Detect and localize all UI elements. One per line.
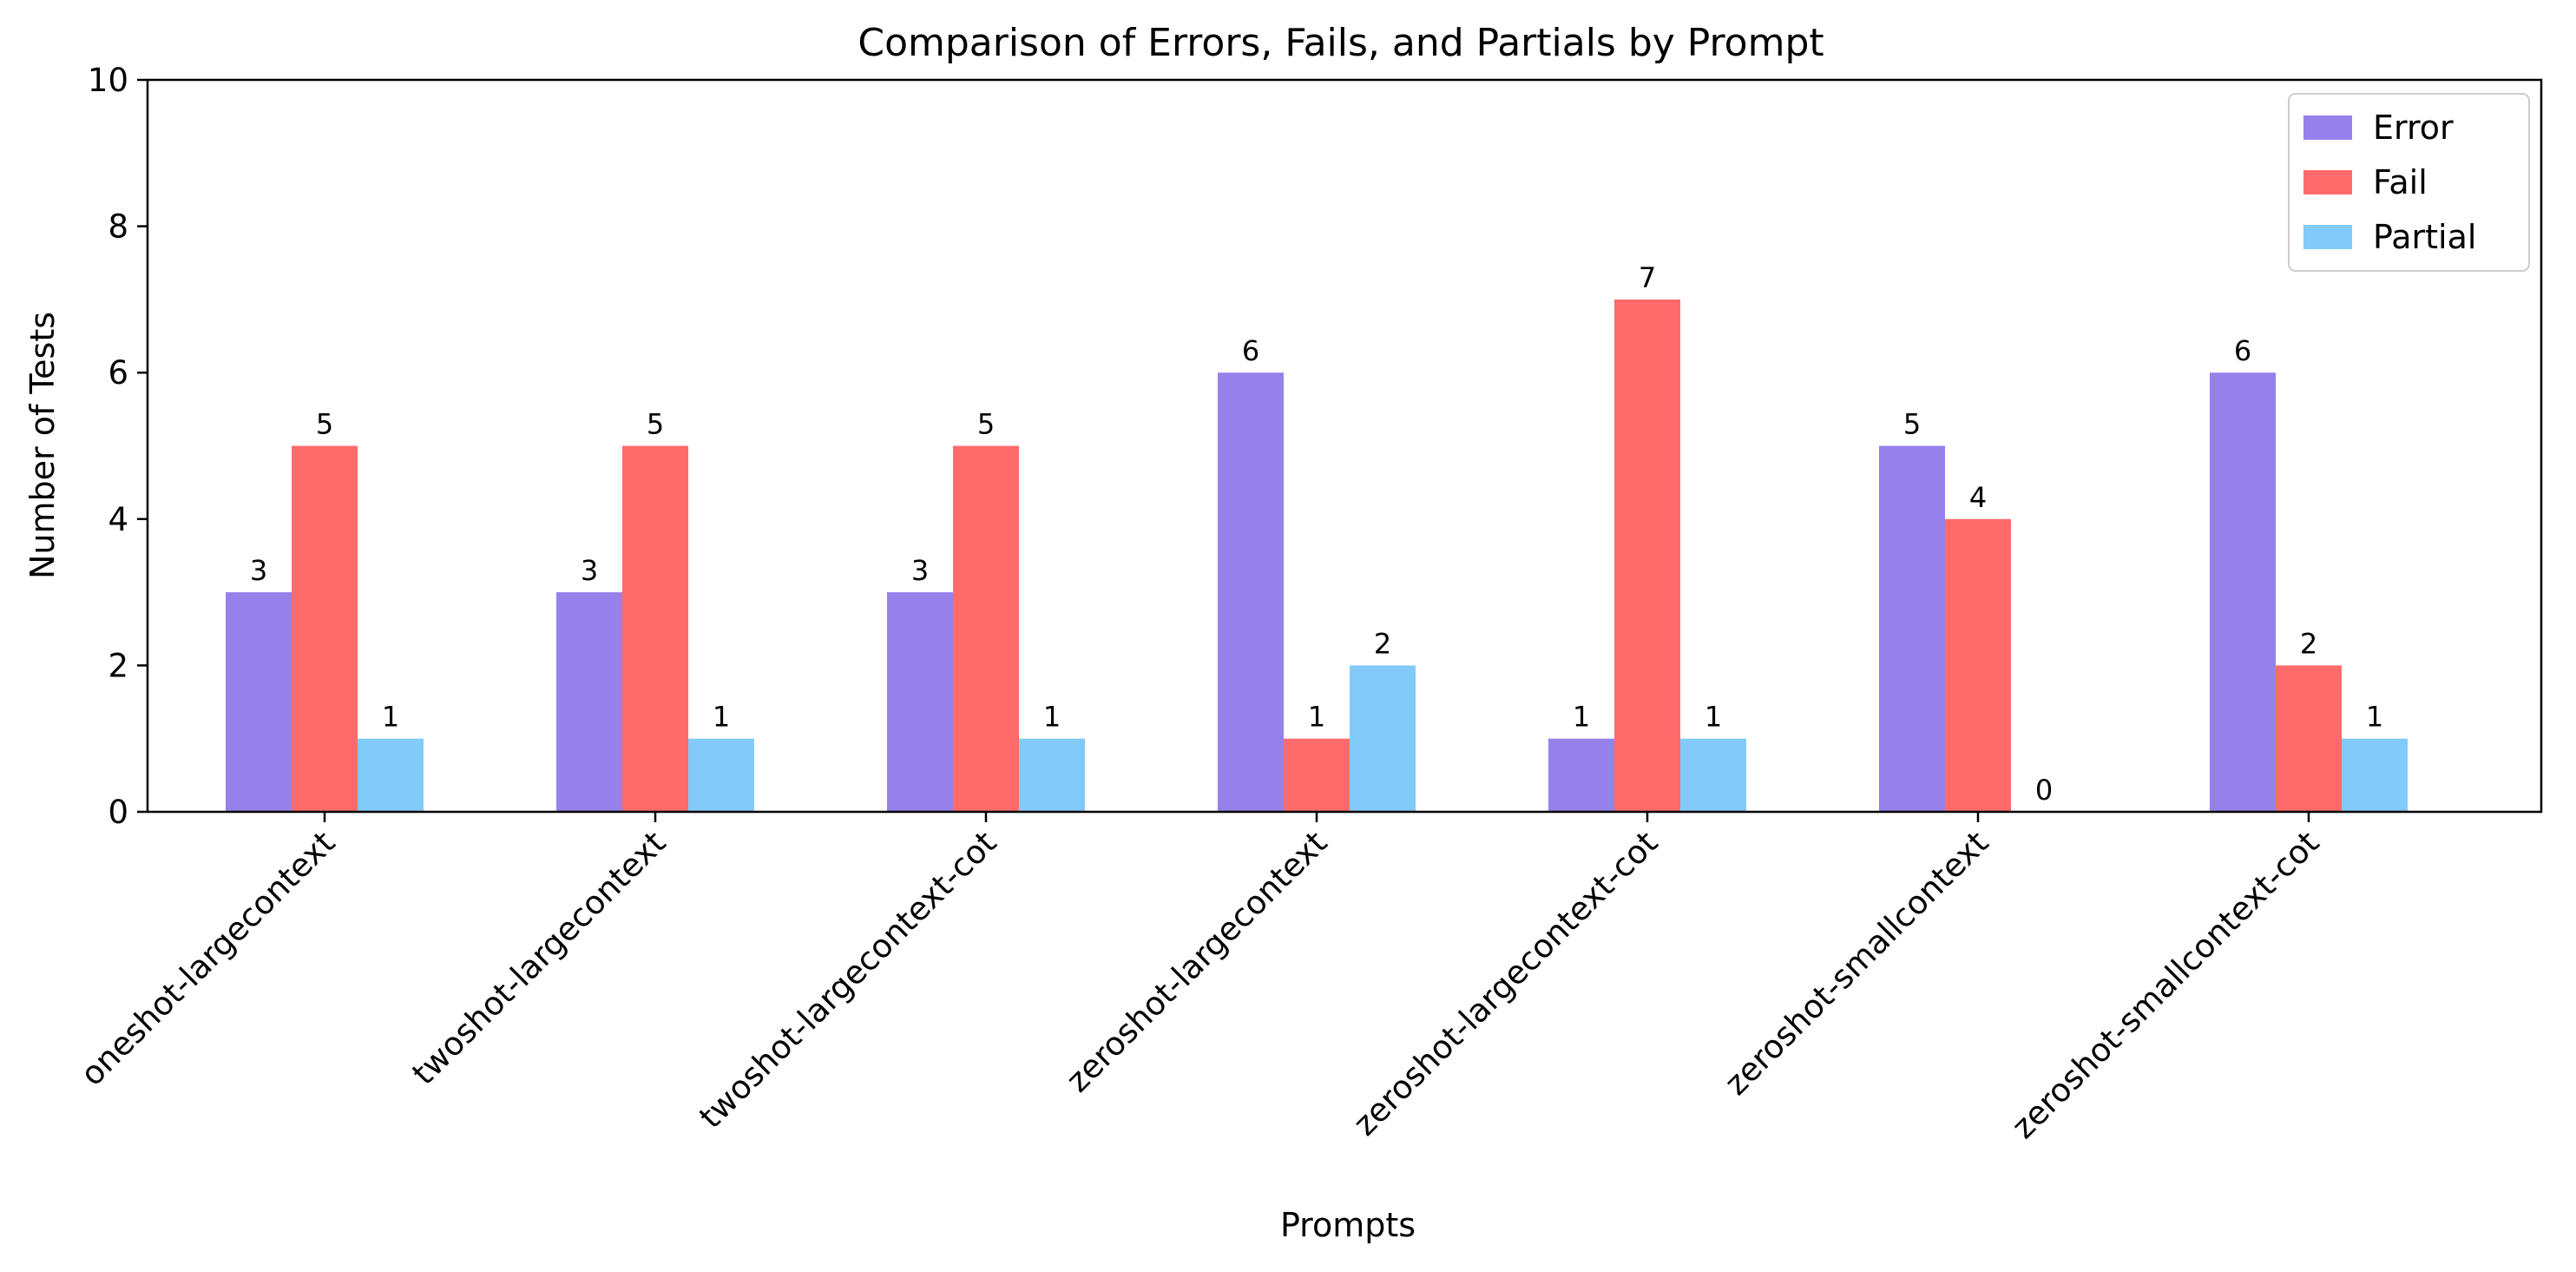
bar-fail-oneshot-largecontext: [292, 445, 358, 812]
plot-area-frame: [146, 78, 2543, 814]
data-label-partial-zeroshot-smallcontext: 0: [2035, 774, 2053, 807]
data-label-error-zeroshot-smallcontext-cot: 6: [2234, 334, 2251, 367]
bar-fail-twoshot-largecontext: [622, 445, 688, 812]
y-tick-label: 8: [108, 208, 128, 246]
bars-group: [226, 299, 2408, 812]
legend-swatch-fail: [2303, 170, 2352, 194]
data-label-error-oneshot-largecontext: 3: [250, 554, 267, 587]
y-axis-label: Number of Tests: [23, 312, 62, 579]
data-label-partial-zeroshot-largecontext-cot: 1: [1705, 701, 1722, 734]
bar-fail-twoshot-largecontext-cot: [953, 445, 1019, 812]
data-label-partial-twoshot-largecontext-cot: 1: [1043, 701, 1061, 734]
bar-partial-zeroshot-largecontext: [1350, 665, 1416, 812]
data-label-fail-oneshot-largecontext: 5: [316, 408, 333, 441]
data-label-fail-zeroshot-smallcontext: 4: [1969, 481, 1987, 514]
y-tick-label: 4: [108, 501, 128, 538]
data-label-error-zeroshot-largecontext: 6: [1242, 334, 1259, 367]
bar-partial-zeroshot-largecontext-cot: [1680, 738, 1746, 812]
bar-fail-zeroshot-smallcontext: [1945, 518, 2011, 812]
bar-error-zeroshot-smallcontext-cot: [2210, 372, 2276, 812]
data-label-error-twoshot-largecontext-cot: 3: [911, 554, 929, 587]
bar-fail-zeroshot-largecontext: [1284, 738, 1350, 812]
data-label-partial-oneshot-largecontext: 1: [382, 701, 399, 734]
bar-error-twoshot-largecontext: [556, 592, 622, 812]
data-label-error-zeroshot-smallcontext: 5: [1903, 408, 1921, 441]
bar-fail-zeroshot-largecontext-cot: [1614, 299, 1680, 812]
data-label-partial-zeroshot-largecontext: 2: [1374, 627, 1391, 660]
bar-partial-twoshot-largecontext-cot: [1019, 738, 1085, 812]
legend-swatch-partial: [2303, 225, 2352, 249]
legend-label-partial: Partial: [2373, 218, 2476, 256]
value-labels-group: 3 3 3 6 1 5 6 5 5 5 1 7 4 2 1 1 1 2 1 0 1: [250, 261, 2383, 807]
y-axis: 0 2 4 6 8 10: [88, 62, 148, 831]
data-label-fail-zeroshot-largecontext-cot: 7: [1639, 261, 1656, 294]
legend-label-fail: Fail: [2373, 163, 2428, 201]
x-axis-label: Prompts: [1280, 1206, 1416, 1244]
bar-error-zeroshot-largecontext: [1218, 372, 1284, 812]
data-label-fail-zeroshot-largecontext: 1: [1308, 701, 1325, 734]
data-label-error-twoshot-largecontext: 3: [581, 554, 598, 587]
data-label-partial-zeroshot-smallcontext-cot: 1: [2366, 701, 2383, 734]
bar-error-twoshot-largecontext-cot: [887, 592, 953, 812]
bar-partial-zeroshot-smallcontext-cot: [2342, 738, 2408, 812]
data-label-error-zeroshot-largecontext-cot: 1: [1573, 701, 1590, 734]
bar-partial-twoshot-largecontext: [688, 738, 754, 812]
y-tick-label: 0: [108, 794, 128, 831]
y-tick-label: 6: [108, 354, 128, 392]
data-label-fail-twoshot-largecontext: 5: [647, 408, 664, 441]
bar-partial-oneshot-largecontext: [358, 738, 424, 812]
data-label-partial-twoshot-largecontext: 1: [713, 701, 730, 734]
y-tick-label: 2: [108, 647, 128, 684]
bar-error-zeroshot-largecontext-cot: [1548, 738, 1614, 812]
y-tick-label: 10: [88, 62, 128, 99]
legend-swatch-error: [2303, 115, 2352, 140]
legend: Error Fail Partial: [2288, 93, 2530, 272]
bar-fail-zeroshot-smallcontext-cot: [2276, 665, 2342, 812]
chart-title: Comparison of Errors, Fails, and Partial…: [858, 21, 1824, 65]
data-label-fail-zeroshot-smallcontext-cot: 2: [2300, 627, 2317, 660]
legend-label-error: Error: [2373, 109, 2454, 147]
bar-error-oneshot-largecontext: [226, 592, 292, 812]
bar-error-zeroshot-smallcontext: [1879, 445, 1945, 812]
data-label-fail-twoshot-largecontext-cot: 5: [977, 408, 995, 441]
